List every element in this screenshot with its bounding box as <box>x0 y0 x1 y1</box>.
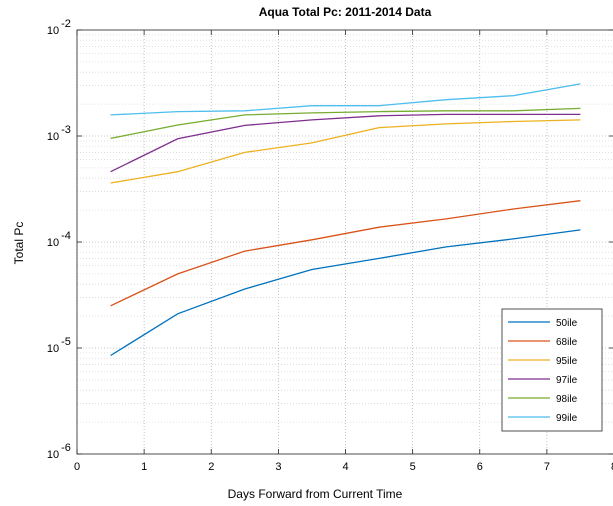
series-line-98ile <box>110 107 581 140</box>
series-line-99ile <box>110 83 581 116</box>
x-tick-label: 2 <box>208 461 214 473</box>
y-tick-base: 10 <box>47 449 59 461</box>
x-tick-label: 5 <box>410 461 416 473</box>
series-line-68ile <box>110 200 581 307</box>
y-tick-exponent: -5 <box>61 336 71 348</box>
chart-title: Aqua Total Pc: 2011-2014 Data <box>259 5 432 19</box>
axes-frame <box>76 29 613 455</box>
legend-label: 98ile <box>556 394 578 405</box>
legend-box <box>501 308 603 432</box>
legend: 50ile 68ile 95ile 97ile 98ile 99ile <box>501 308 603 432</box>
x-tick-label: 3 <box>275 461 281 473</box>
x-tick-label: 6 <box>477 461 483 473</box>
y-tick-label: 10-4 <box>47 230 71 249</box>
x-axis-label: Days Forward from Current Time <box>228 487 403 501</box>
legend-label: 68ile <box>556 337 578 348</box>
legend-label: 97ile <box>556 375 578 386</box>
x-tick-label: 8 <box>611 461 613 473</box>
series-line-97ile <box>110 113 581 173</box>
y-tick-label: 10-5 <box>47 336 71 355</box>
y-tick-exponent: -3 <box>61 124 71 136</box>
x-tick-label: 1 <box>141 461 147 473</box>
x-tick-label: 4 <box>342 461 348 473</box>
y-tick-exponent: -6 <box>61 442 71 454</box>
y-tick-base: 10 <box>47 237 59 249</box>
series-line-95ile <box>110 119 581 184</box>
x-tick-label: 0 <box>74 461 80 473</box>
y-tick-label: 10-6 <box>47 442 71 461</box>
y-tick-base: 10 <box>47 343 59 355</box>
y-tick-base: 10 <box>47 25 59 37</box>
plot-area: 01234567810-610-510-410-310-250ile68ile9… <box>47 18 613 473</box>
legend-label: 95ile <box>556 356 578 367</box>
y-tick-label: 10-2 <box>47 18 71 37</box>
x-tick-label: 7 <box>544 461 550 473</box>
legend-label: 50ile <box>556 318 578 329</box>
legend-label: 99ile <box>556 413 578 424</box>
y-tick-exponent: -4 <box>61 230 71 242</box>
y-tick-label: 10-3 <box>47 124 71 143</box>
y-tick-exponent: -2 <box>61 18 71 30</box>
y-axis-label: Total Pc <box>12 222 26 265</box>
y-tick-base: 10 <box>47 131 59 143</box>
series-line-50ile <box>110 229 581 357</box>
